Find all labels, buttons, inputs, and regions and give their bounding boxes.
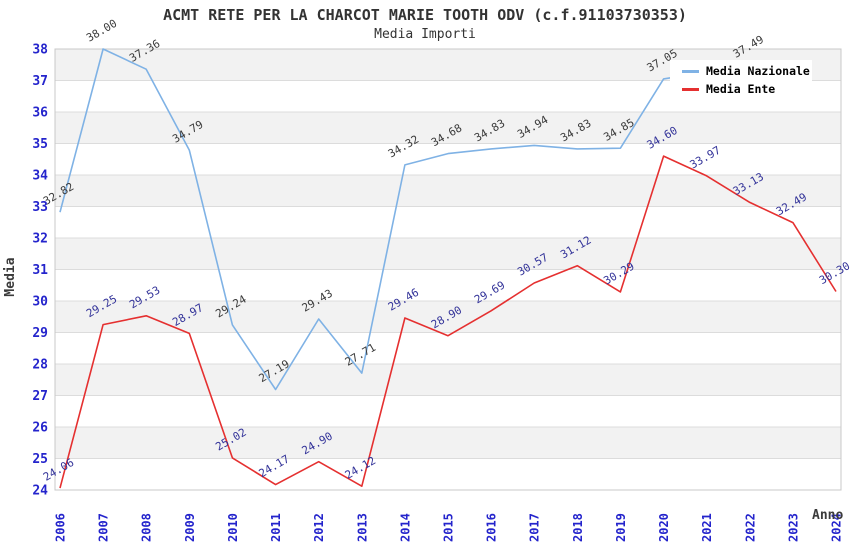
x-tick-label: 2017: [528, 513, 542, 542]
y-tick-label: 34: [32, 169, 48, 184]
x-tick-label: 2019: [614, 513, 628, 542]
x-axis-title: Anno: [812, 508, 843, 523]
x-tick-label: 2022: [743, 513, 757, 542]
x-tick-label: 2015: [442, 513, 456, 542]
x-tick-label: 2024: [830, 513, 844, 542]
y-tick-label: 24: [32, 484, 48, 499]
series-line-media-ente: [59, 155, 837, 489]
grid-band: [55, 238, 841, 270]
y-tick-label: 33: [32, 200, 48, 215]
y-tick-label: 36: [32, 106, 48, 121]
x-tick-label: 2009: [183, 513, 197, 542]
legend-line-swatch: [682, 69, 699, 73]
y-tick-label: 28: [32, 358, 48, 373]
data-label: 33.97: [688, 144, 723, 172]
x-tick-label: 2012: [312, 513, 326, 542]
x-tick-label: 2010: [226, 513, 240, 542]
y-tick-label: 29: [32, 326, 48, 341]
x-tick-label: 2020: [657, 513, 671, 542]
chart-title: ACMT RETE PER LA CHARCOT MARIE TOOTH ODV…: [163, 6, 687, 24]
y-tick-label: 26: [32, 421, 48, 436]
legend-item-media-ente: Media Ente: [670, 82, 812, 96]
x-tick-label: 2016: [485, 513, 499, 542]
legend-label: Media Nazionale: [706, 64, 810, 78]
legend-line-swatch: [682, 87, 699, 91]
grid-band: [55, 112, 841, 144]
x-tick-label: 2006: [54, 513, 68, 542]
y-tick-label: 38: [32, 43, 48, 58]
y-tick-label: 31: [32, 263, 48, 278]
y-tick-label: 35: [32, 137, 48, 152]
series-line-media-nazionale: [59, 48, 750, 391]
grid-band: [55, 427, 841, 459]
grid-band: [55, 301, 841, 333]
grid-band: [55, 364, 841, 396]
chart-subtitle: Media Importi: [374, 27, 476, 42]
y-tick-label: 27: [32, 389, 48, 404]
y-tick-label: 30: [32, 295, 48, 310]
legend-label: Media Ente: [706, 82, 776, 96]
x-tick-label: 2023: [786, 513, 800, 542]
legend-item-media-nazionale: Media Nazionale: [670, 64, 812, 78]
y-axis-title: Media: [3, 257, 18, 296]
y-tick-label: 37: [32, 74, 48, 89]
grid-band: [55, 175, 841, 207]
x-tick-label: 2008: [140, 513, 154, 542]
plot-border: [54, 48, 842, 491]
x-tick-label: 2014: [398, 513, 412, 542]
x-tick-label: 2007: [97, 513, 111, 542]
x-tick-label: 2013: [355, 513, 369, 542]
x-tick-label: 2011: [269, 513, 283, 542]
x-tick-label: 2018: [571, 513, 585, 542]
x-tick-label: 2021: [700, 513, 714, 542]
y-tick-label: 32: [32, 232, 48, 247]
data-label: 38.00: [84, 17, 119, 45]
y-tick-label: 25: [32, 452, 48, 467]
legend-box: Media Nazionale Media Ente: [670, 60, 812, 100]
